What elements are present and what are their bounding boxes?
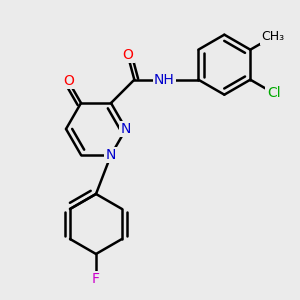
Text: O: O [63,74,74,88]
Text: O: O [122,48,133,62]
Text: F: F [92,272,100,286]
Text: NH: NH [154,73,175,87]
Text: N: N [106,148,116,162]
Text: Cl: Cl [267,86,280,100]
Text: CH₃: CH₃ [261,30,284,44]
Text: N: N [121,122,131,136]
